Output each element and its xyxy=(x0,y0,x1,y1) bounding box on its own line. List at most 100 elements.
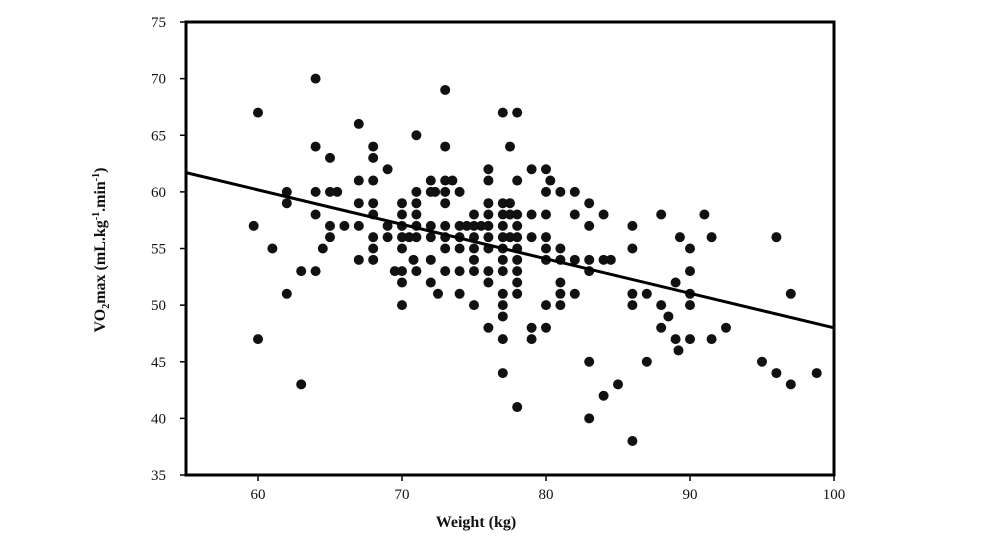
data-point xyxy=(541,300,551,311)
data-point xyxy=(497,368,508,379)
data-point xyxy=(368,152,379,163)
data-point xyxy=(505,232,515,243)
data-point xyxy=(483,220,494,231)
data-point xyxy=(454,186,465,197)
y-tick-label: 70 xyxy=(151,72,166,88)
data-point xyxy=(757,356,767,367)
data-point xyxy=(310,266,321,277)
data-point xyxy=(368,232,379,243)
data-point xyxy=(512,232,523,243)
data-point xyxy=(382,220,393,231)
data-point xyxy=(656,322,667,333)
y-axis-label-dot: .min xyxy=(92,181,109,212)
data-point xyxy=(497,254,508,265)
data-point xyxy=(545,175,556,186)
data-point xyxy=(469,209,479,220)
data-point xyxy=(248,220,259,231)
y-axis-label-base: VO xyxy=(92,309,109,333)
data-point xyxy=(483,277,494,288)
data-point xyxy=(505,198,515,209)
data-point xyxy=(584,220,595,231)
trend-line xyxy=(185,171,835,330)
data-point xyxy=(325,232,335,243)
data-point xyxy=(526,209,537,220)
data-point xyxy=(339,220,350,231)
data-point xyxy=(512,220,523,231)
data-point xyxy=(569,288,580,299)
data-point xyxy=(353,198,364,209)
data-point xyxy=(310,73,321,84)
data-point xyxy=(425,220,436,231)
data-point xyxy=(425,175,436,186)
data-point xyxy=(699,209,710,220)
data-point xyxy=(497,334,508,345)
data-point xyxy=(440,266,451,277)
data-point xyxy=(454,220,465,231)
data-point xyxy=(483,209,494,220)
y-axis-label-mid: max (mL.kg xyxy=(92,220,109,304)
data-point xyxy=(483,164,494,175)
data-point xyxy=(505,141,515,152)
data-point xyxy=(627,300,638,311)
data-point xyxy=(771,232,782,243)
data-point xyxy=(663,311,674,322)
plot-frame xyxy=(184,20,836,477)
data-point xyxy=(512,288,523,299)
data-point xyxy=(389,266,400,277)
data-point xyxy=(483,266,494,277)
data-point xyxy=(440,220,451,231)
data-point xyxy=(440,175,451,186)
data-point xyxy=(497,266,508,277)
data-point xyxy=(397,277,407,288)
data-point xyxy=(569,186,580,197)
data-point xyxy=(541,186,551,197)
data-point xyxy=(641,288,652,299)
data-point xyxy=(721,322,731,333)
data-point xyxy=(440,84,451,95)
data-point xyxy=(674,232,685,243)
data-point xyxy=(811,368,822,379)
data-point xyxy=(397,198,407,209)
data-point xyxy=(706,232,717,243)
data-point xyxy=(425,254,436,265)
data-point xyxy=(497,220,508,231)
y-tick-label: 60 xyxy=(151,185,166,201)
data-point xyxy=(310,209,321,220)
data-point xyxy=(397,266,407,277)
x-tick-label: 70 xyxy=(395,487,410,503)
data-point xyxy=(771,368,782,379)
data-point xyxy=(555,277,566,288)
data-point xyxy=(310,141,321,152)
data-point xyxy=(598,209,609,220)
data-point xyxy=(483,322,494,333)
data-point xyxy=(627,288,638,299)
data-point xyxy=(454,266,465,277)
y-tick-label: 40 xyxy=(151,411,166,427)
data-point xyxy=(598,390,609,401)
data-point xyxy=(411,130,422,141)
data-point xyxy=(584,356,595,367)
data-point xyxy=(541,232,551,243)
data-point xyxy=(541,243,551,254)
x-tick-label: 80 xyxy=(539,487,554,503)
data-point xyxy=(656,300,667,311)
data-point xyxy=(433,288,443,299)
data-point xyxy=(555,288,566,299)
data-point xyxy=(461,220,472,231)
data-point xyxy=(605,254,616,265)
data-point xyxy=(411,209,422,220)
y-tick-label: 45 xyxy=(151,355,166,371)
data-point xyxy=(555,186,566,197)
x-tick-label: 100 xyxy=(823,487,846,503)
data-point xyxy=(613,379,623,390)
y-axis-label-sub: 2 xyxy=(101,304,112,309)
data-point xyxy=(512,175,523,186)
data-point xyxy=(526,334,537,345)
data-point xyxy=(526,322,537,333)
data-point xyxy=(325,220,335,231)
data-point xyxy=(555,243,566,254)
data-point xyxy=(408,254,419,265)
x-axis-label: Weight (kg) xyxy=(436,514,516,531)
data-point xyxy=(483,232,494,243)
